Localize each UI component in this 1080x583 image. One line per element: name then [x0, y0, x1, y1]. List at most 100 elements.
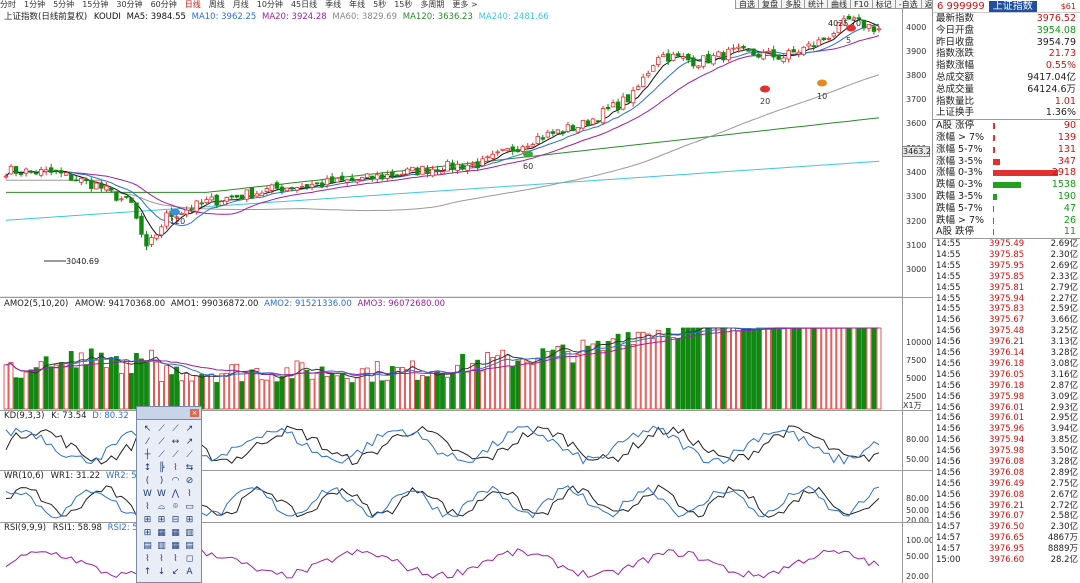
amount-bar — [590, 343, 596, 410]
draw-tool-button[interactable]: ⌇ — [173, 463, 178, 473]
draw-tool-button[interactable]: ↑ — [143, 567, 152, 577]
period-tab[interactable]: 日线 — [184, 0, 201, 9]
draw-tool-button[interactable]: ⇆ — [185, 463, 194, 473]
draw-tool-button[interactable]: ⟋ — [172, 450, 179, 460]
draw-tool-button[interactable]: ⌇ — [145, 502, 150, 512]
function-tab[interactable]: -自选 — [894, 0, 922, 9]
ma240-readout: MA240: 2481.66 — [478, 12, 549, 22]
draw-tool-button[interactable]: ⌇ — [145, 554, 150, 564]
period-tab[interactable]: 45日线 — [290, 0, 318, 9]
period-tab[interactable]: 15分钟 — [82, 0, 109, 9]
draw-tool-button[interactable]: ◠ — [171, 476, 180, 486]
draw-tool-button[interactable]: ⊞ — [185, 515, 194, 525]
period-tab[interactable]: 15秒 — [394, 0, 413, 9]
function-tab[interactable]: 统计 — [804, 0, 828, 9]
draw-tool-button[interactable]: ↗ — [185, 437, 194, 447]
draw-tool-button[interactable]: ⊘ — [185, 476, 194, 486]
function-tab[interactable]: 标记 — [871, 0, 896, 9]
draw-tool-button[interactable]: ▥ — [157, 541, 166, 551]
axis-tick-label: 3200 — [906, 217, 927, 226]
amount-bar — [756, 327, 761, 410]
draw-tool-button[interactable]: ⟋ — [186, 450, 193, 460]
draw-tool-button[interactable]: ▭ — [185, 502, 194, 512]
amount-chart[interactable] — [0, 298, 902, 410]
quote-value: 3954.08 — [1036, 24, 1076, 36]
period-tab[interactable]: 月线 — [232, 0, 249, 9]
trade-price: 3975.94 — [989, 293, 1025, 304]
draw-tool-button[interactable]: ⊞ — [157, 515, 166, 525]
draw-tool-button[interactable]: ◻ — [185, 554, 194, 564]
draw-tool-button[interactable]: ⟋ — [172, 424, 179, 434]
quote-title: 6 999999 上证指数 $61 — [933, 0, 1080, 13]
draw-tool-button[interactable]: ⟋ — [158, 437, 165, 447]
candle — [741, 46, 746, 49]
draw-tool-button[interactable]: ⌾ — [172, 502, 179, 512]
tick-trades-list[interactable]: 14:55 3975.49 2.69亿 14:55 3975.85 2.30亿 14:55 3… — [933, 239, 1080, 566]
amount-bar — [480, 370, 486, 410]
draw-tool-button[interactable]: ╠ — [158, 463, 165, 473]
draw-tool-button[interactable]: ▦ — [171, 541, 180, 551]
draw-tool-button[interactable]: ┼ — [144, 450, 151, 460]
draw-tool-button[interactable]: ⌇ — [173, 554, 178, 564]
function-tab[interactable]: 多股 — [781, 0, 805, 9]
draw-tool-button[interactable]: ↓ — [157, 567, 166, 577]
amount-bar — [440, 373, 445, 410]
draw-tool-button[interactable]: ↕ — [143, 463, 152, 473]
period-tab[interactable]: 年线 — [349, 0, 366, 9]
trade-time: 14:56 — [936, 348, 961, 359]
period-tab[interactable]: 10分钟 — [256, 0, 283, 9]
chart-area[interactable]: 上证指数(日线前复权) KOUDI MA5: 3984.55 MA10: 396… — [0, 9, 934, 583]
function-tab[interactable]: 复盘 — [758, 0, 782, 9]
draw-tool-button[interactable]: ▤ — [185, 541, 194, 551]
draw-tool-button[interactable]: W — [143, 489, 152, 499]
period-tab[interactable]: 季线 — [325, 0, 342, 9]
candlestick-chart[interactable]: 4025.70 3040.69 120 60 20 10 5 — [0, 9, 902, 297]
function-tab[interactable]: F10 — [850, 0, 873, 9]
draw-tool-button[interactable]: ⁄ — [146, 437, 149, 447]
toolbox-titlebar[interactable]: × — [137, 407, 201, 420]
draw-tool-button[interactable]: ( — [145, 476, 150, 486]
function-tab[interactable]: 曲线 — [827, 0, 851, 9]
draw-tool-button[interactable]: ⊟ — [171, 515, 180, 525]
draw-tool-button[interactable]: ▤ — [143, 541, 152, 551]
period-tab[interactable]: 5秒 — [373, 0, 387, 9]
draw-tool-button[interactable]: ↙ — [171, 567, 180, 577]
close-icon[interactable]: × — [190, 409, 199, 417]
period-tab[interactable]: 1分钟 — [24, 0, 46, 9]
draw-tool-button[interactable]: ⌇ — [159, 554, 164, 564]
draw-tool-button[interactable]: ⊞ — [143, 528, 152, 538]
candle — [179, 212, 184, 215]
period-tab[interactable]: 30分钟 — [116, 0, 143, 9]
period-tab[interactable]: 更多 > — [452, 0, 478, 9]
amount-bar — [460, 353, 465, 410]
draw-tool-button[interactable]: ) — [159, 476, 164, 486]
draw-tool-button[interactable]: ⟋ — [158, 424, 165, 434]
draw-tool-button[interactable]: ⊞ — [143, 515, 152, 525]
amount-bar — [605, 341, 611, 410]
drawing-toolbox[interactable]: × ↖ ⟋ ⟋ ↗ ⁄ ⟋ ↔ ↗ ┼ ⟋ ⟋ ⟋ ↕ ╠ ⌇ ⇆ () ◠ ⊘ W W ⋀ ⌇ ⌇ ⌓ ⌾ ▭ ⊞ ⊞ ⊟ ⊞ ⊞ ▦ ▦ ▥ ▤ ▥… — [136, 406, 202, 583]
draw-tool-button[interactable]: ↔ — [171, 437, 180, 447]
function-tab[interactable]: 自选 — [735, 0, 759, 9]
amount-bar — [600, 349, 606, 410]
draw-tool-button[interactable]: ▦ — [171, 528, 180, 538]
period-tab[interactable]: 5分钟 — [53, 0, 75, 9]
draw-tool-button[interactable]: ⋀ — [171, 489, 180, 499]
draw-tool-button[interactable]: W — [157, 489, 166, 499]
period-tab[interactable]: 周线 — [208, 0, 225, 9]
draw-tool-button[interactable]: ⌇ — [187, 489, 192, 499]
candle — [630, 90, 636, 104]
wr2-readout: WR2: 55.46 — [105, 471, 156, 481]
period-tab[interactable]: 分时 — [0, 0, 16, 9]
draw-tool-button[interactable]: ▦ — [157, 528, 166, 538]
draw-tool-button[interactable]: ↗ — [185, 424, 194, 434]
period-tab[interactable]: 60分钟 — [150, 0, 177, 9]
candle — [199, 202, 204, 205]
draw-tool-button[interactable]: ⌓ — [157, 502, 166, 512]
draw-tool-button[interactable]: A — [186, 567, 193, 577]
security-name[interactable]: 上证指数 — [988, 1, 1037, 12]
draw-tool-button[interactable]: ▥ — [185, 528, 194, 538]
draw-tool-button[interactable]: ⟋ — [158, 450, 165, 460]
period-tab[interactable]: 多周期 — [420, 0, 445, 9]
draw-tool-button[interactable]: ↖ — [143, 424, 152, 434]
trade-price: 3976.18 — [989, 358, 1025, 369]
